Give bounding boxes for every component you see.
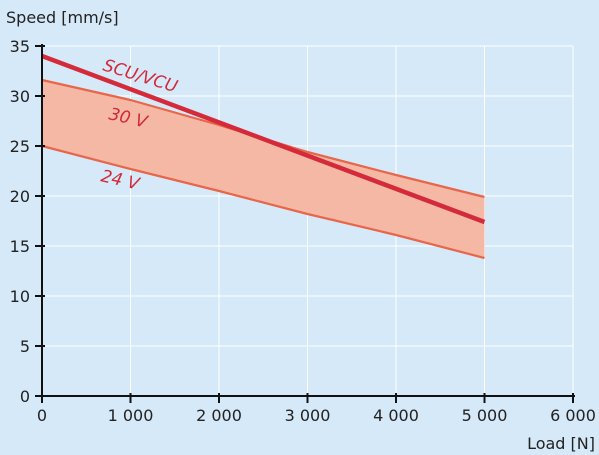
voltage-range-band bbox=[42, 80, 485, 258]
y-tick-label: 0 bbox=[20, 387, 30, 406]
x-tick-label: 1 000 bbox=[108, 406, 154, 425]
axes: 0 1 000 2 000 3 000 4 000 5 000 6 000 0 5 10 15 20… bbox=[10, 37, 596, 425]
x-axis-title: Load [N] bbox=[527, 434, 595, 453]
x-tick-label: 2 000 bbox=[196, 406, 242, 425]
y-tick-label: 20 bbox=[10, 187, 30, 206]
y-axis-title: Speed [mm/s] bbox=[6, 8, 119, 27]
x-tick-label: 6 000 bbox=[550, 406, 596, 425]
y-tick-label: 30 bbox=[10, 87, 30, 106]
x-tick-label: 5 000 bbox=[462, 406, 508, 425]
y-tick-label: 5 bbox=[20, 337, 30, 356]
x-tick-label: 3 000 bbox=[285, 406, 331, 425]
x-tick-label: 4 000 bbox=[373, 406, 419, 425]
x-axis-ticks: 0 1 000 2 000 3 000 4 000 5 000 6 000 bbox=[37, 393, 596, 425]
y-tick-label: 15 bbox=[10, 237, 30, 256]
y-tick-label: 10 bbox=[10, 287, 30, 306]
y-tick-label: 25 bbox=[10, 137, 30, 156]
series-lines bbox=[41, 53, 486, 260]
series-line-24-v bbox=[41, 144, 485, 260]
y-tick-label: 35 bbox=[10, 37, 30, 56]
series-line-scu-vcu bbox=[41, 53, 486, 225]
x-tick-label: 0 bbox=[37, 406, 47, 425]
y-axis-ticks: 0 5 10 15 20 25 30 35 bbox=[10, 37, 45, 406]
